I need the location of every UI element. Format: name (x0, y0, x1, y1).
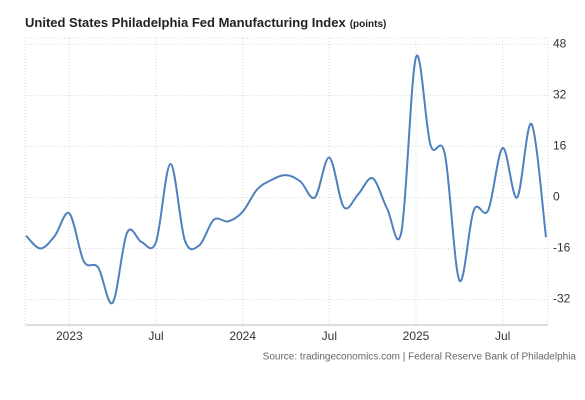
y-tick-label: -32 (553, 292, 571, 306)
chart-title: United States Philadelphia Fed Manufactu… (25, 15, 386, 30)
x-tick-label: 2023 (56, 329, 83, 343)
y-tick-label: 0 (553, 190, 560, 204)
x-tick-label: 2024 (229, 329, 256, 343)
x-tick-label: Jul (322, 329, 337, 343)
source: Source: tradingeconomics.com | Federal R… (263, 352, 577, 363)
series-line (25, 54, 547, 305)
title: United States Philadelphia Fed Manufactu… (25, 15, 346, 30)
x-tick-label: Jul (148, 329, 163, 343)
y-tick-label: 16 (553, 139, 567, 153)
y-tick-label: 32 (553, 88, 567, 102)
y-tick-label: 48 (553, 37, 567, 51)
x-tick-label: 2025 (403, 329, 430, 343)
subtitle: (points) (350, 19, 387, 30)
x-tick-label: Jul (495, 329, 510, 343)
y-tick-label: -16 (553, 241, 571, 255)
